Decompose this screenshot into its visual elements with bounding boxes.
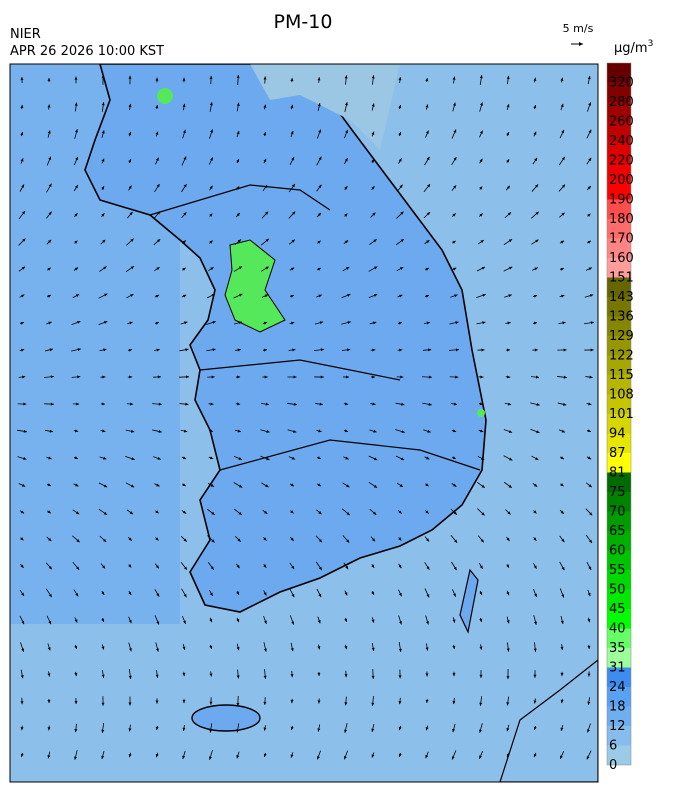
colorbar-label: 60 <box>609 544 626 559</box>
unit-sup: 3 <box>648 39 654 49</box>
colorbar-label: 320 <box>609 76 634 91</box>
colorbar-label: 260 <box>609 115 634 130</box>
colorbar: 0 6 12 18 24 31 35 40 45 50 55 60 65 70 75 81 87 94 101 108… <box>607 63 634 773</box>
pollution-patch <box>477 409 485 417</box>
colorbar-label: 87 <box>609 446 626 461</box>
colorbar-label: 101 <box>609 407 634 422</box>
pollution-patch <box>157 88 173 104</box>
colorbar-label: 122 <box>609 349 634 364</box>
jeju-island <box>192 705 260 731</box>
colorbar-label: 220 <box>609 154 634 169</box>
datetime: APR 26 2026 10:00 KST <box>10 44 164 59</box>
colorbar-label: 190 <box>609 193 634 208</box>
colorbar-label: 108 <box>609 388 634 403</box>
colorbar-label: 160 <box>609 251 634 266</box>
unit: μg/m3 <box>614 39 653 56</box>
colorbar-label: 170 <box>609 232 634 247</box>
colorbar-label: 200 <box>609 173 634 188</box>
colorbar-label: 280 <box>609 95 634 110</box>
colorbar-label: 18 <box>609 700 626 715</box>
colorbar-label: 45 <box>609 602 626 617</box>
colorbar-label: 65 <box>609 524 626 539</box>
unit-base: μg/m <box>614 41 648 56</box>
colorbar-label: 75 <box>609 485 626 500</box>
colorbar-label: 31 <box>609 661 626 676</box>
colorbar-label: 94 <box>609 427 626 442</box>
colorbar-label: 180 <box>609 212 634 227</box>
colorbar-label: 240 <box>609 134 634 149</box>
colorbar-label: 55 <box>609 563 626 578</box>
colorbar-label: 24 <box>609 680 626 695</box>
colorbar-label: 70 <box>609 505 626 520</box>
map <box>10 64 598 782</box>
colorbar-label: 50 <box>609 583 626 598</box>
colorbar-label: 143 <box>609 290 634 305</box>
colorbar-label: 40 <box>609 622 626 637</box>
wind-scale-label: 5 m/s <box>563 22 594 35</box>
colorbar-label: 35 <box>609 641 626 656</box>
colorbar-label: 0 <box>609 758 617 773</box>
colorbar-label: 151 <box>609 271 634 286</box>
colorbar-label: 129 <box>609 329 634 344</box>
colorbar-label: 6 <box>609 739 617 754</box>
agency: NIER <box>10 27 41 42</box>
title: PM-10 <box>274 11 333 33</box>
colorbar-label: 81 <box>609 466 626 481</box>
colorbar-label: 12 <box>609 719 626 734</box>
colorbar-label: 115 <box>609 368 634 383</box>
wind-scale-arrowhead <box>579 42 583 46</box>
colorbar-label: 136 <box>609 310 634 325</box>
